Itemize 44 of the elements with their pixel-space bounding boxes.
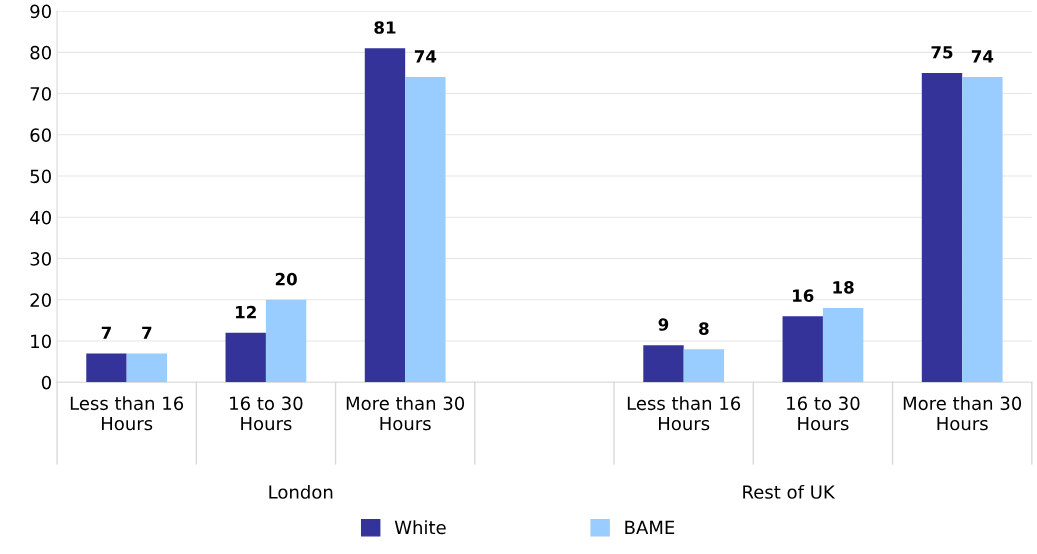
data-label: 20 (275, 272, 297, 286)
bar (643, 345, 684, 383)
data-label: 7 (142, 326, 152, 339)
bar (921, 72, 963, 383)
y-tick-label: 50 (30, 169, 51, 184)
bar (822, 308, 864, 383)
x-tick-label: 16 to 30 Hours (787, 396, 860, 431)
bar (225, 332, 266, 383)
y-tick-label: 0 (41, 375, 51, 390)
data-label: 18 (833, 281, 854, 294)
data-label: 8 (699, 322, 709, 335)
bar (782, 316, 823, 383)
data-label: 12 (236, 305, 256, 319)
y-tick-label: 20 (30, 293, 51, 307)
data-label: 16 (793, 289, 814, 302)
y-tick-label: 30 (30, 251, 51, 266)
y-tick-label: 90 (30, 4, 51, 19)
text: London (269, 484, 333, 499)
y-tick-label: 40 (30, 210, 51, 225)
y-tick-label: 10 (31, 334, 51, 349)
data-label: 75 (931, 46, 953, 59)
bar (126, 353, 168, 383)
x-tick-label: More than 30 Hours (903, 396, 1022, 431)
bar (364, 48, 406, 383)
data-label: 7 (101, 326, 111, 339)
x-tick-label: Less than 16 Hours (70, 396, 184, 431)
x-tick-label: More than 30 Hours (346, 396, 465, 431)
y-tick-label: 80 (30, 45, 51, 60)
text: Rest of UK (743, 484, 836, 499)
y-tick-label: 60 (30, 128, 51, 142)
legend-label: BAME (625, 520, 675, 534)
data-label: 9 (658, 318, 669, 331)
bar (265, 299, 307, 383)
data-label: 74 (971, 50, 994, 63)
bar (962, 77, 1003, 383)
y-tick-label: 70 (30, 87, 51, 101)
bar (405, 77, 446, 383)
bar (86, 353, 127, 383)
data-label: 74 (414, 50, 437, 63)
x-tick-label: 16 to 30 Hours (230, 396, 303, 431)
bar (683, 349, 725, 383)
x-tick-label: Less than 16 Hours (627, 396, 741, 431)
data-label: 81 (374, 21, 396, 34)
legend-label: White (394, 520, 446, 535)
